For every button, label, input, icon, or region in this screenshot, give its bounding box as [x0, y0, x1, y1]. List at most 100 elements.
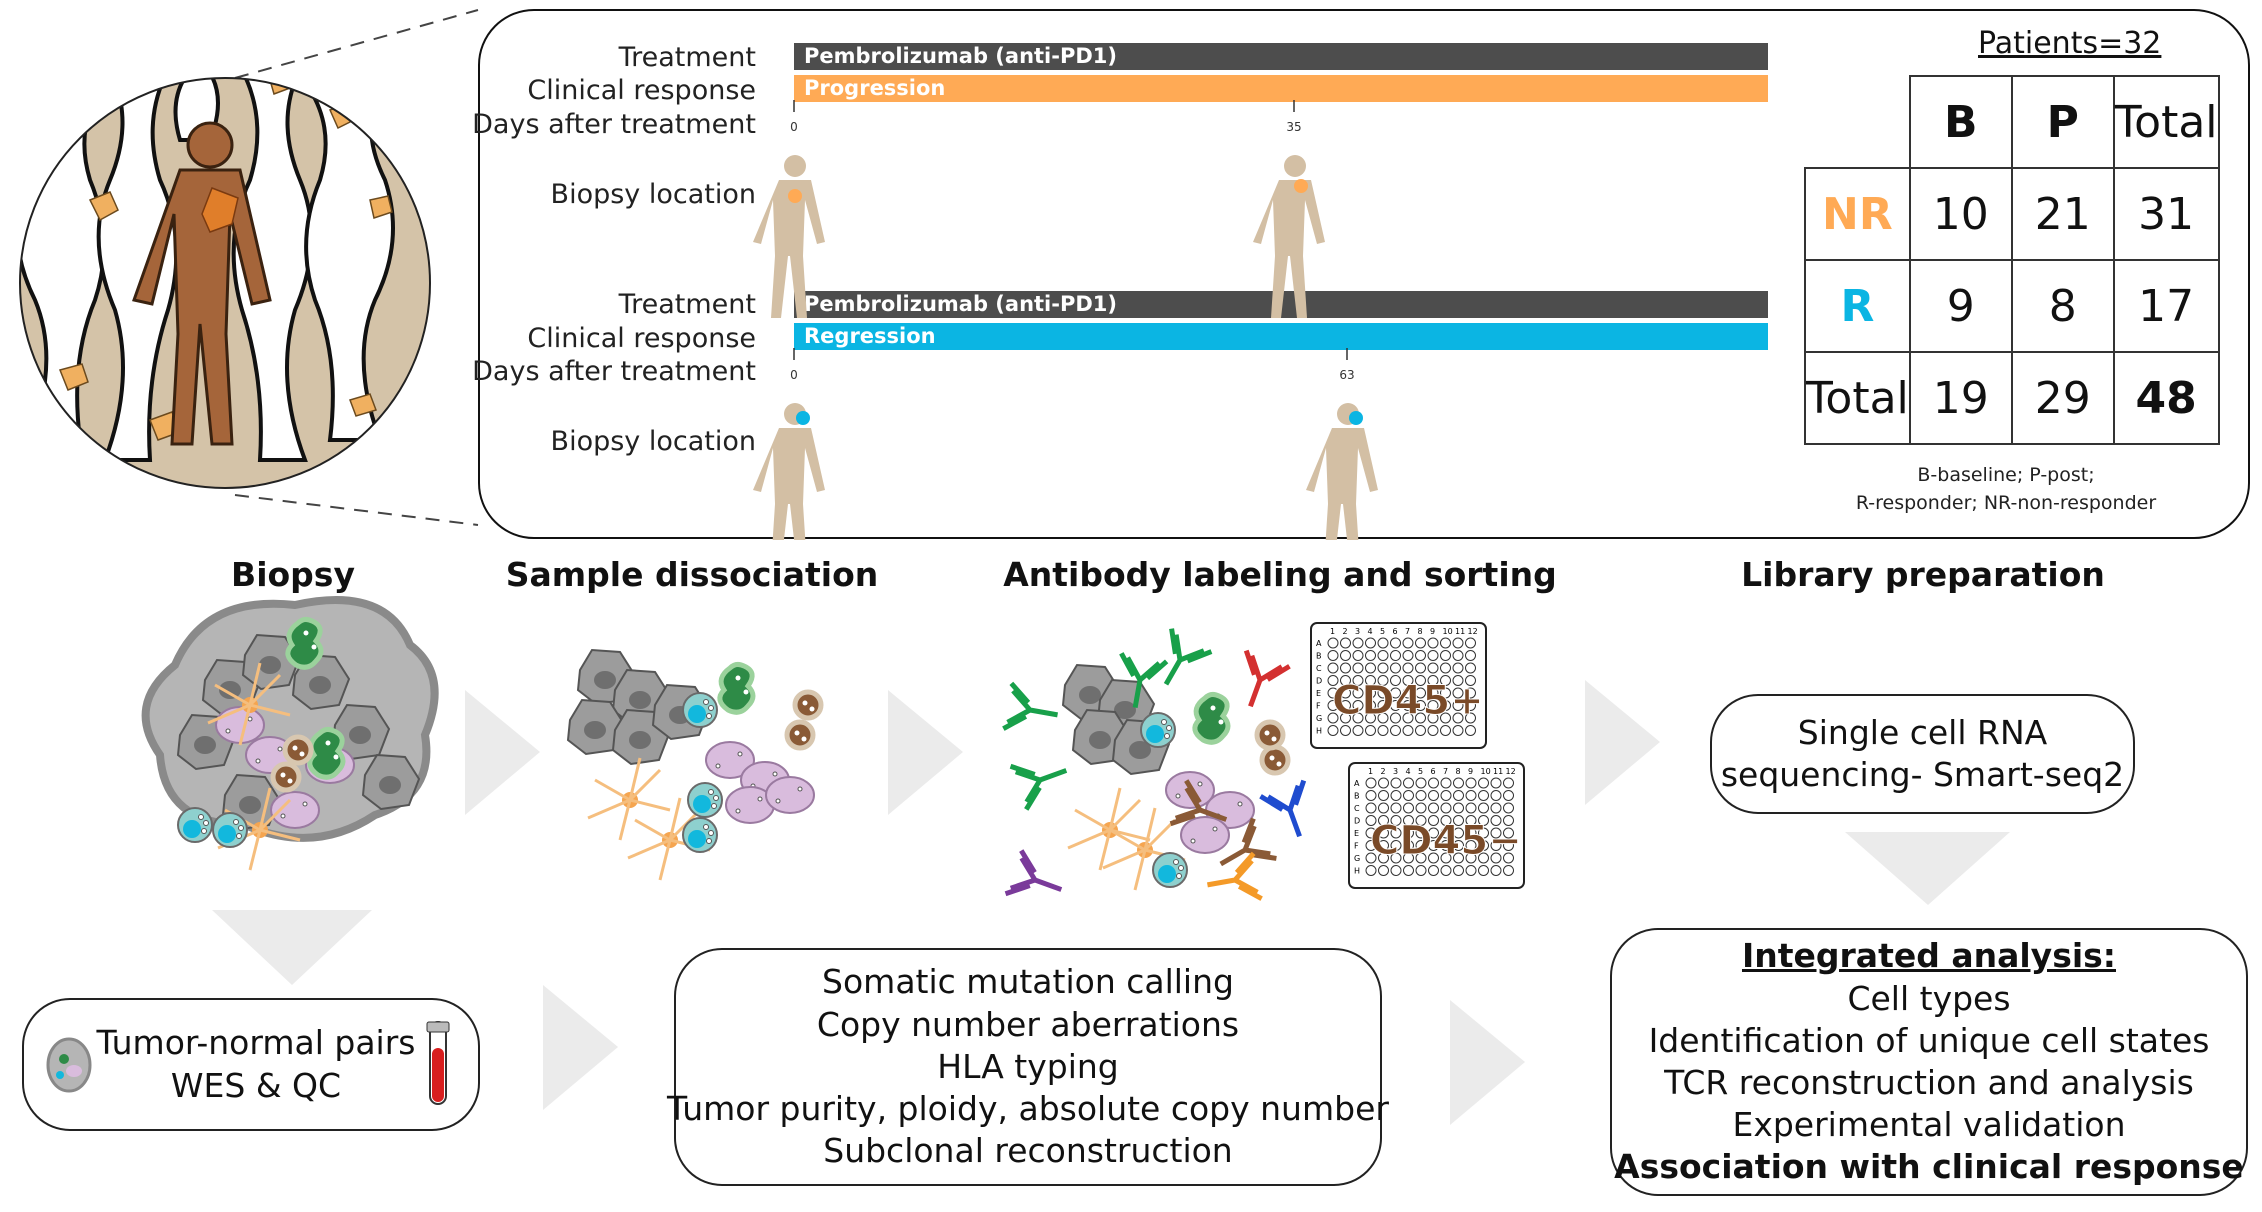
- plate-well: [1465, 662, 1476, 674]
- plate-well: [1403, 865, 1414, 876]
- plate-row-label: D: [1354, 817, 1360, 826]
- plate-well: [1415, 650, 1426, 661]
- plate-well: [1490, 802, 1502, 814]
- plate-well: [1453, 840, 1464, 851]
- highlighted-patient-figure: [132, 121, 272, 446]
- plate-col-label: 5: [1418, 767, 1423, 776]
- plate-well: [1503, 865, 1514, 876]
- plate-col-label: 7: [1443, 767, 1448, 776]
- biopsy-location-label-2: Biopsy location: [550, 426, 756, 457]
- plate-well: [1365, 852, 1377, 864]
- step-title-labeling: Antibody labeling and sorting: [1003, 555, 1557, 594]
- plate-well: [1378, 840, 1389, 851]
- plate-well: [1452, 637, 1464, 649]
- plate-well: [1340, 675, 1351, 686]
- plate-label-negative: CD45−: [1370, 818, 1522, 864]
- plate-well: [1327, 662, 1339, 674]
- plate-well: [1402, 712, 1414, 724]
- plate-well: [1415, 725, 1426, 736]
- table-header-b: B: [1908, 75, 2013, 169]
- plate-well: [1465, 687, 1476, 699]
- body-figure-baseline-r: [753, 403, 825, 540]
- plate-well: [1427, 650, 1439, 661]
- plate-col-label: 4: [1368, 627, 1373, 636]
- plate-well: [1365, 662, 1376, 674]
- plate-well: [1465, 777, 1477, 789]
- plate-well: [1352, 687, 1364, 699]
- plate-well: [1453, 777, 1464, 789]
- plate-col-label: 7: [1405, 627, 1410, 636]
- step-title-biopsy: Biopsy: [231, 555, 355, 594]
- plate-col-label: 6: [1393, 627, 1398, 636]
- plate-well: [1428, 852, 1439, 864]
- plate-row-label: F: [1316, 702, 1321, 711]
- plate-well: [1378, 790, 1389, 801]
- plate-well: [1428, 840, 1439, 851]
- arrow-right-5: [1450, 1000, 1525, 1125]
- plate-well: [1403, 827, 1414, 839]
- table-legend-line-1: B-baseline; P-post;: [1917, 464, 2095, 486]
- days-after-treatment-label-1: Days after treatment: [472, 109, 756, 140]
- plate-well: [1327, 637, 1339, 649]
- table-cell: 17: [2112, 259, 2220, 353]
- plate-well: [1452, 712, 1464, 724]
- plate-well: [1377, 687, 1389, 699]
- biopsy-location-label-1: Biopsy location: [550, 179, 756, 210]
- plate-well: [1365, 712, 1376, 724]
- patient-sample-table: B P Total NR 10 21 31 R 9 8 17 Total 19 …: [1804, 75, 2220, 445]
- plate-row-label: H: [1354, 867, 1360, 876]
- plate-well: [1340, 725, 1351, 736]
- plate-well: [1440, 827, 1452, 839]
- labeled-cells: [1003, 629, 1321, 912]
- plate-well: [1390, 827, 1402, 839]
- plate-well: [1503, 815, 1514, 826]
- table-cell: 31: [2112, 167, 2220, 261]
- plate-well: [1465, 675, 1476, 686]
- plate-row-label: B: [1354, 792, 1360, 801]
- plate-well: [1427, 662, 1439, 674]
- plate-well: [1490, 852, 1502, 864]
- integrated-line-2: Identification of unique cell states: [1648, 1020, 2210, 1060]
- plate-row-label: F: [1354, 842, 1359, 851]
- plate-well: [1352, 712, 1364, 724]
- timeline-axis-2: [793, 348, 1348, 360]
- plate-well: [1390, 662, 1401, 674]
- plate-well: [1427, 712, 1439, 724]
- integrated-analysis-box: Integrated analysis: Cell types Identifi…: [1610, 928, 2248, 1196]
- wes-line-1: Tumor-normal pairs: [96, 1023, 416, 1063]
- genomics-line-5: Subclonal reconstruction: [823, 1131, 1233, 1171]
- clinical-timeline-panel: [478, 9, 2250, 539]
- plate-col-label: 8: [1418, 627, 1423, 636]
- genomics-box: Somatic mutation calling Copy number abe…: [667, 948, 1389, 1186]
- plate-well: [1377, 662, 1389, 674]
- plate-row-label: G: [1316, 714, 1322, 723]
- plate-row-label: D: [1316, 677, 1322, 686]
- plate-well: [1415, 865, 1427, 876]
- plate-well: [1453, 852, 1464, 864]
- plate-well: [1452, 725, 1464, 736]
- plate-well: [1378, 777, 1389, 789]
- plate-well: [1440, 790, 1452, 801]
- step-title-dissociation: Sample dissociation: [505, 555, 879, 594]
- plate-well: [1377, 675, 1389, 686]
- plate-well: [1503, 777, 1514, 789]
- arrow-down-biopsy: [212, 910, 372, 985]
- table-legend-line-2: R-responder; NR-non-responder: [1855, 491, 2157, 514]
- plate-well: [1465, 827, 1477, 839]
- plate-well: [1403, 840, 1414, 851]
- plate-well: [1390, 650, 1401, 661]
- plate-well: [1415, 815, 1427, 826]
- plate-well: [1440, 712, 1451, 724]
- plate-well: [1390, 637, 1401, 649]
- plate-well: [1490, 865, 1502, 876]
- tick-start-1: 0: [790, 120, 798, 134]
- plate-row-label: E: [1316, 689, 1321, 698]
- plate-col-label: 9: [1430, 627, 1435, 636]
- plate-well: [1465, 725, 1476, 736]
- plate-well: [1390, 802, 1402, 814]
- plate-well: [1403, 802, 1414, 814]
- plate-well: [1415, 802, 1427, 814]
- response-bar-progression-label: Progression: [804, 76, 946, 100]
